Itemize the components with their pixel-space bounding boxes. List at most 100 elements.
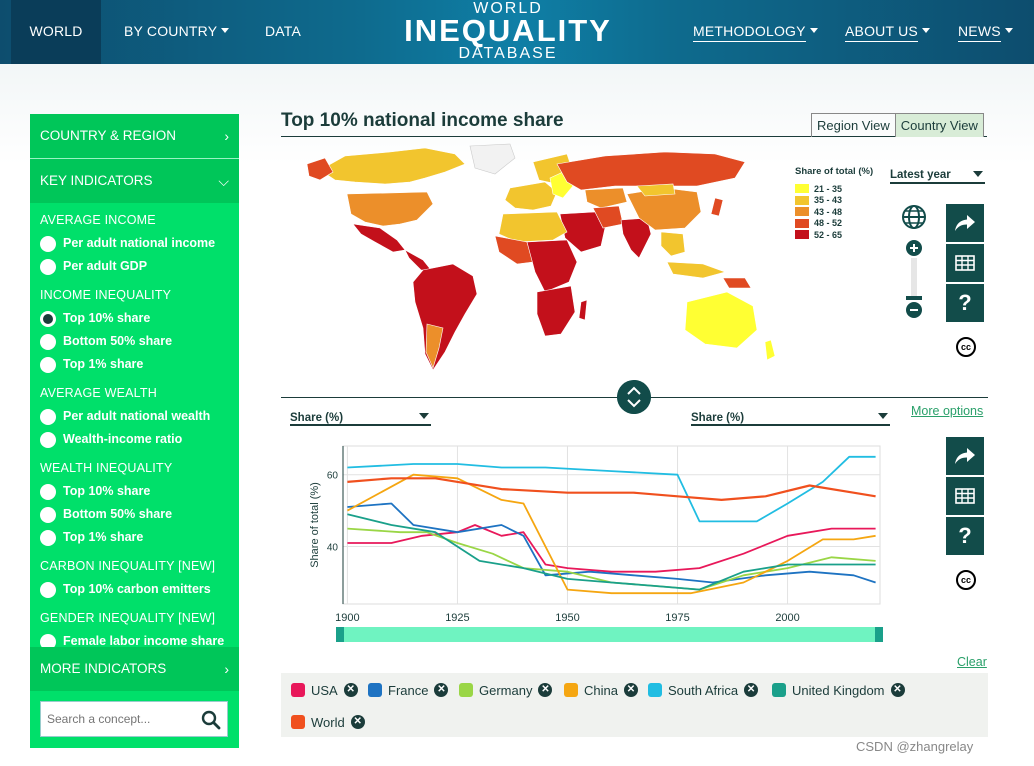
map-canada bbox=[319, 147, 466, 185]
radio-button[interactable] bbox=[40, 633, 56, 650]
map-legend-row: 35 - 43 bbox=[795, 195, 873, 207]
indicator-option[interactable]: Top 1% share bbox=[30, 526, 239, 549]
nav-world[interactable]: WORLD bbox=[11, 0, 101, 64]
legend-label: 43 - 48 bbox=[814, 206, 843, 217]
series-legend-item[interactable]: South Africa ✕ bbox=[648, 681, 759, 699]
brand-logo[interactable]: WORLD INEQUALITY DATABASE bbox=[400, 0, 616, 63]
chevron-right-icon: › bbox=[224, 128, 229, 144]
remove-series-icon[interactable]: ✕ bbox=[343, 683, 358, 697]
left-axis-select[interactable]: Share (%) bbox=[290, 406, 431, 426]
radio-button[interactable] bbox=[40, 431, 56, 448]
remove-series-icon[interactable]: ✕ bbox=[623, 683, 638, 697]
remove-series-icon[interactable]: ✕ bbox=[350, 715, 365, 729]
chevron-right-icon: › bbox=[224, 661, 229, 677]
country-view-tab[interactable]: Country View bbox=[894, 114, 983, 137]
chevron-down-icon: ⌵ bbox=[218, 173, 229, 189]
radio-button[interactable] bbox=[40, 356, 56, 373]
chart-help-button[interactable]: ? bbox=[946, 517, 984, 555]
globe-icon[interactable] bbox=[901, 204, 927, 230]
indicator-option[interactable]: Bottom 50% share bbox=[30, 330, 239, 353]
table-icon bbox=[955, 255, 975, 271]
radio-button[interactable] bbox=[40, 235, 56, 252]
series-legend-item[interactable]: World ✕ bbox=[291, 713, 365, 731]
more-options-link[interactable]: More options bbox=[911, 404, 984, 418]
remove-series-icon[interactable]: ✕ bbox=[434, 683, 449, 697]
radio-button[interactable] bbox=[40, 529, 56, 546]
indicator-option[interactable]: Top 1% share bbox=[30, 353, 239, 376]
map-help-button[interactable]: ? bbox=[946, 284, 984, 322]
indicator-option[interactable]: Top 10% carbon emitters bbox=[30, 578, 239, 601]
remove-series-icon[interactable]: ✕ bbox=[890, 683, 905, 697]
indicator-option[interactable]: Per adult GDP bbox=[30, 255, 239, 278]
series-color-swatch bbox=[459, 683, 473, 697]
brand-line-2: INEQUALITY bbox=[404, 13, 612, 48]
y-axis-label: Share of total (%) bbox=[309, 482, 321, 568]
map-legend-row: 43 - 48 bbox=[795, 206, 873, 218]
range-slider[interactable] bbox=[336, 627, 883, 642]
nav-about-us[interactable]: ABOUT US bbox=[845, 0, 930, 64]
remove-series-icon[interactable]: ✕ bbox=[744, 683, 759, 697]
indicator-option[interactable]: Wealth-income ratio bbox=[30, 428, 239, 451]
legend-swatch bbox=[795, 218, 809, 228]
chart-table-button[interactable] bbox=[946, 477, 984, 515]
nav-methodology-label: METHODOLOGY bbox=[693, 23, 806, 42]
nav-by-country[interactable]: BY COUNTRY bbox=[124, 0, 230, 64]
right-axis-select[interactable]: Share (%) bbox=[691, 406, 890, 426]
year-select[interactable]: Latest year bbox=[890, 164, 985, 184]
indicator-option[interactable]: Bottom 50% share bbox=[30, 503, 239, 526]
concept-search bbox=[40, 701, 228, 737]
radio-button[interactable] bbox=[40, 581, 56, 598]
range-handle-left[interactable] bbox=[336, 627, 344, 642]
series-legend-item[interactable]: USA ✕ bbox=[291, 681, 358, 699]
search-icon[interactable] bbox=[201, 710, 221, 730]
right-axis-select-label: Share (%) bbox=[691, 412, 745, 424]
line-chart: 1900 1925 1950 1975 2000 40 60 Share of total … bbox=[309, 445, 883, 642]
series-legend-item[interactable]: Germany ✕ bbox=[459, 681, 553, 699]
nav-news[interactable]: NEWS bbox=[958, 0, 1013, 64]
radio-button[interactable] bbox=[40, 408, 56, 425]
map-europe-west bbox=[504, 181, 558, 211]
creative-commons-icon[interactable]: cc bbox=[956, 570, 976, 590]
chart-share-button[interactable] bbox=[946, 437, 984, 475]
zoom-slider[interactable] bbox=[903, 238, 925, 322]
radio-button[interactable] bbox=[40, 258, 56, 275]
world-map[interactable] bbox=[305, 142, 785, 377]
collapse-toggle-icon[interactable] bbox=[617, 380, 651, 414]
indicator-option[interactable]: Female labor income share bbox=[30, 630, 239, 653]
series-legend-item[interactable]: United Kingdom ✕ bbox=[772, 681, 905, 699]
series-name: World bbox=[311, 714, 345, 730]
indicator-option[interactable]: Per adult national income bbox=[30, 232, 239, 255]
radio-button[interactable] bbox=[40, 333, 56, 350]
series-legend-item[interactable]: France ✕ bbox=[368, 681, 449, 699]
radio-button[interactable] bbox=[40, 506, 56, 523]
indicator-option-label: Female labor income share bbox=[63, 634, 225, 648]
key-indicators-header[interactable]: KEY INDICATORS ⌵ bbox=[30, 159, 239, 203]
series-name: China bbox=[584, 682, 618, 698]
map-table-button[interactable] bbox=[946, 244, 984, 282]
map-share-button[interactable] bbox=[946, 204, 984, 242]
question-icon: ? bbox=[958, 523, 972, 548]
remove-series-icon[interactable]: ✕ bbox=[538, 683, 553, 697]
radio-button[interactable] bbox=[40, 483, 56, 500]
map-legend-row: 21 - 35 bbox=[795, 183, 873, 195]
creative-commons-icon[interactable]: cc bbox=[956, 337, 976, 357]
series-legend-item[interactable]: China ✕ bbox=[564, 681, 638, 699]
radio-button[interactable] bbox=[40, 310, 56, 327]
question-icon: ? bbox=[958, 290, 972, 315]
nav-data[interactable]: DATA bbox=[265, 23, 302, 39]
indicator-option[interactable]: Top 10% share bbox=[30, 480, 239, 503]
map-central-america bbox=[404, 249, 432, 271]
nav-methodology[interactable]: METHODOLOGY bbox=[693, 0, 818, 64]
clear-link[interactable]: Clear bbox=[957, 655, 987, 669]
region-view-tab[interactable]: Region View bbox=[817, 118, 890, 133]
series-line-china bbox=[346, 473, 876, 595]
nav-by-country-label: BY COUNTRY bbox=[124, 23, 218, 39]
country-region-header[interactable]: COUNTRY & REGION › bbox=[30, 114, 239, 158]
search-input[interactable] bbox=[41, 702, 191, 736]
indicator-option[interactable]: Top 10% share bbox=[30, 307, 239, 330]
more-indicators-header[interactable]: MORE INDICATORS › bbox=[30, 647, 239, 691]
category-title: INCOME INEQUALITY bbox=[40, 288, 172, 302]
country-region-label: COUNTRY & REGION bbox=[40, 128, 177, 143]
range-handle-right[interactable] bbox=[875, 627, 883, 642]
indicator-option[interactable]: Per adult national wealth bbox=[30, 405, 239, 428]
